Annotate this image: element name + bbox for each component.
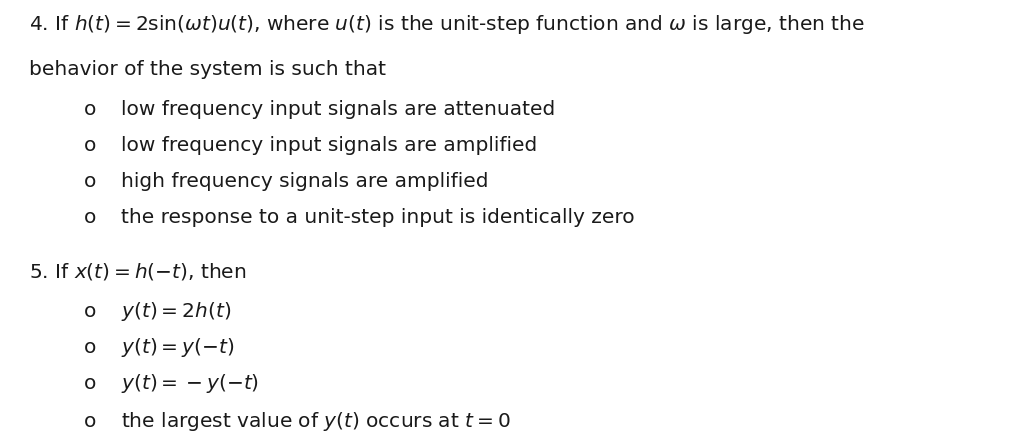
Text: low frequency input signals are amplified: low frequency input signals are amplifie…: [121, 136, 537, 155]
Text: $y(t) = 2h(t)$: $y(t) = 2h(t)$: [121, 300, 231, 323]
Text: low frequency input signals are attenuated: low frequency input signals are attenuat…: [121, 100, 555, 119]
Text: o: o: [84, 136, 96, 155]
Text: the response to a unit-step input is identically zero: the response to a unit-step input is ide…: [121, 208, 635, 227]
Text: $y(t) = y(-t)$: $y(t) = y(-t)$: [121, 336, 234, 359]
Text: o: o: [84, 302, 96, 321]
Text: o: o: [84, 100, 96, 119]
Text: o: o: [84, 208, 96, 227]
Text: o: o: [84, 172, 96, 191]
Text: $y(t) = -y(-t)$: $y(t) = -y(-t)$: [121, 371, 259, 395]
Text: behavior of the system is such that: behavior of the system is such that: [29, 60, 386, 79]
Text: o: o: [84, 374, 96, 392]
Text: o: o: [84, 338, 96, 357]
Text: 5. If $x(t) = h(-t)$, then: 5. If $x(t) = h(-t)$, then: [29, 261, 246, 281]
Text: 4. If $h(t) = 2\sin(\omega t)u(t)$, where $u(t)$ is the unit-step function and $: 4. If $h(t) = 2\sin(\omega t)u(t)$, wher…: [29, 13, 864, 36]
Text: o: o: [84, 412, 96, 431]
Text: the largest value of $y(t)$ occurs at $t = 0$: the largest value of $y(t)$ occurs at $t…: [121, 409, 511, 433]
Text: high frequency signals are amplified: high frequency signals are amplified: [121, 172, 488, 191]
